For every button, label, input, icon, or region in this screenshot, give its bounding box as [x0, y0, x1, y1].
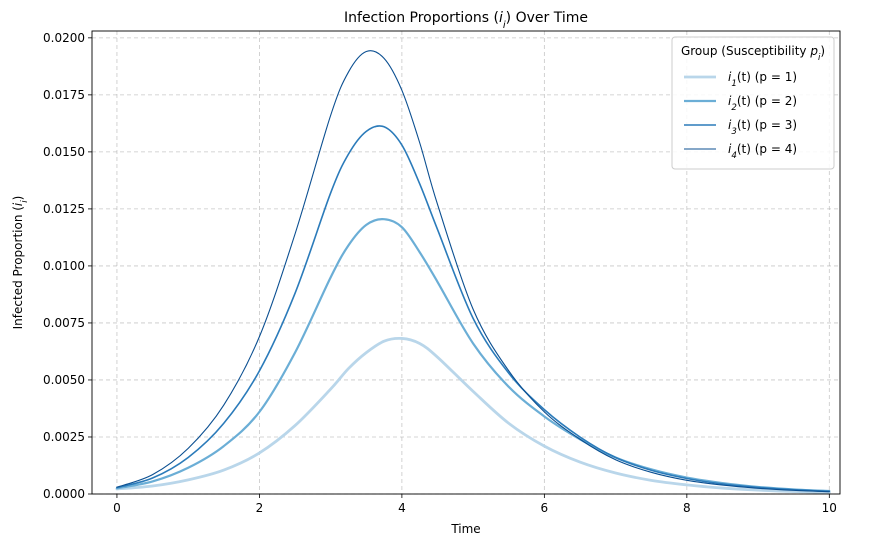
chart-title: Infection Proportions (ii) Over Time	[344, 10, 588, 31]
legend-label-i4: i4(t) (p = 4)	[728, 142, 797, 161]
y-axis-label: Infected Proportion (ii)	[11, 196, 30, 330]
y-tick-label: 0.0150	[43, 145, 85, 159]
x-tick-label: 4	[398, 501, 406, 515]
legend-label-i2: i2(t) (p = 2)	[728, 94, 797, 113]
legend-label-i1: i1(t) (p = 1)	[728, 70, 797, 89]
series-line-i3	[116, 125, 831, 493]
series-line-i1	[115, 336, 831, 494]
y-tick-label: 0.0100	[43, 259, 85, 273]
legend-title: Group (Susceptibility pi)	[681, 44, 825, 63]
x-tick-label: 6	[541, 501, 549, 515]
y-tick-label: 0.0200	[43, 31, 85, 45]
series-line-i4	[116, 50, 830, 493]
plot-frame	[91, 30, 841, 495]
series-lines	[115, 50, 831, 494]
x-ticks: 0 2 4 6 8 10	[113, 494, 837, 515]
y-tick-label: 0.0000	[43, 487, 85, 501]
legend-box	[671, 36, 835, 170]
x-axis-label: Time	[450, 522, 480, 536]
y-tick-label: 0.0025	[43, 430, 85, 444]
x-tick-label: 10	[822, 501, 837, 515]
x-tick-label: 8	[683, 501, 691, 515]
x-tick-label: 0	[113, 501, 121, 515]
y-tick-label: 0.0075	[43, 316, 85, 330]
series-line-i2	[115, 218, 831, 493]
y-tick-label: 0.0175	[43, 88, 85, 102]
y-tick-label: 0.0125	[43, 202, 85, 216]
legend: Group (Susceptibility pi) i1(t) (p = 1) i2…	[671, 36, 835, 170]
x-tick-label: 2	[256, 501, 264, 515]
legend-label-i3: i3(t) (p = 3)	[728, 118, 797, 137]
y-ticks: 0.0000 0.0025 0.0050 0.0075 0.0100 0.0125 0.01…	[43, 31, 92, 501]
y-tick-label: 0.0050	[43, 373, 85, 387]
